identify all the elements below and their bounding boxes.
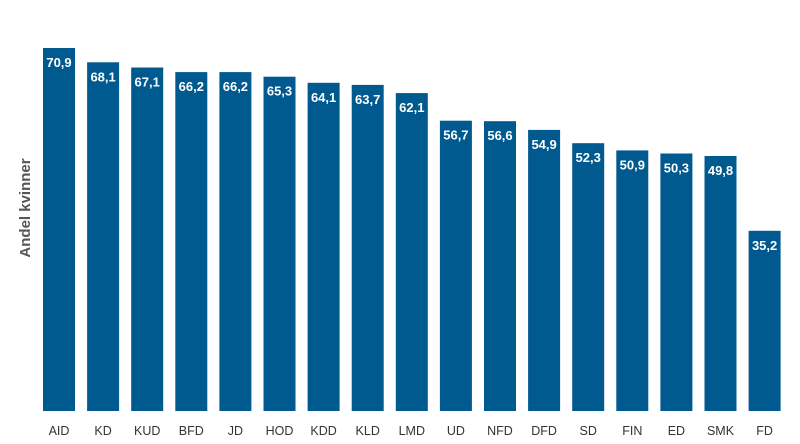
x-tick-label-kd: KD [94,424,111,438]
x-tick-label-jd: JD [228,424,243,438]
value-label-dfd: 54,9 [531,137,556,152]
y-axis-label: Andel kvinner [17,158,34,257]
value-label-jd: 66,2 [223,79,248,94]
value-label-fin: 50,9 [620,157,645,172]
value-labels-group: 70,9 68,1 67,1 66,2 66,2 65,3 64,1 63,7 62,1 56,7… [46,55,777,253]
x-tick-label-kld: KLD [356,424,380,438]
x-tick-label-dfd: DFD [531,424,557,438]
value-label-aid: 70,9 [46,55,71,70]
bar-bfd [175,72,208,411]
bar-hod [263,76,296,411]
bar-kld [351,84,384,412]
bar-dfd [528,129,561,411]
bar-jd [219,72,252,411]
value-label-kd: 68,1 [90,69,115,84]
bars-group [43,48,781,412]
bar-nfd [484,121,516,411]
x-tick-label-hod: HOD [266,424,294,438]
bar-lmd [395,93,428,411]
x-tick-label-kud: KUD [134,424,160,438]
value-label-fd: 35,2 [752,238,777,253]
value-label-nfd: 56,6 [487,128,512,143]
x-tick-label-nfd: NFD [487,424,513,438]
value-label-kdd: 64,1 [311,90,336,105]
bar-smk [704,156,737,411]
bar-aid [43,48,75,411]
x-tick-label-kdd: KDD [310,424,336,438]
x-tick-label-smk: SMK [707,424,735,438]
x-tick-label-aid: AID [49,424,70,438]
x-tick-label-fin: FIN [622,424,642,438]
value-label-ed: 50,3 [664,161,689,176]
value-label-lmd: 62,1 [399,100,424,115]
bar-ed [660,153,693,411]
x-tick-labels-group: AID KD KUD BFD JD HOD KDD KLD LMD UD NFD DFD SD FIN ED… [49,424,773,438]
value-label-bfd: 66,2 [179,79,204,94]
x-tick-label-bfd: BFD [179,424,204,438]
value-label-kud: 67,1 [135,75,160,90]
bar-kdd [307,82,340,412]
value-label-hod: 65,3 [267,84,292,99]
bar-kud [131,67,164,411]
bar-sd [572,143,605,411]
x-tick-label-sd: SD [580,424,597,438]
value-label-smk: 49,8 [708,163,733,178]
bar-kd [87,62,120,412]
x-tick-label-lmd: LMD [399,424,425,438]
value-label-kld: 63,7 [355,92,380,107]
value-label-ud: 56,7 [443,128,468,143]
value-label-sd: 52,3 [576,150,601,165]
x-tick-label-fd: FD [756,424,773,438]
x-tick-label-ed: ED [668,424,685,438]
x-tick-label-ud: UD [447,424,465,438]
bar-fd [748,230,781,411]
bar-fin [616,150,649,411]
bar-ud [439,120,472,411]
